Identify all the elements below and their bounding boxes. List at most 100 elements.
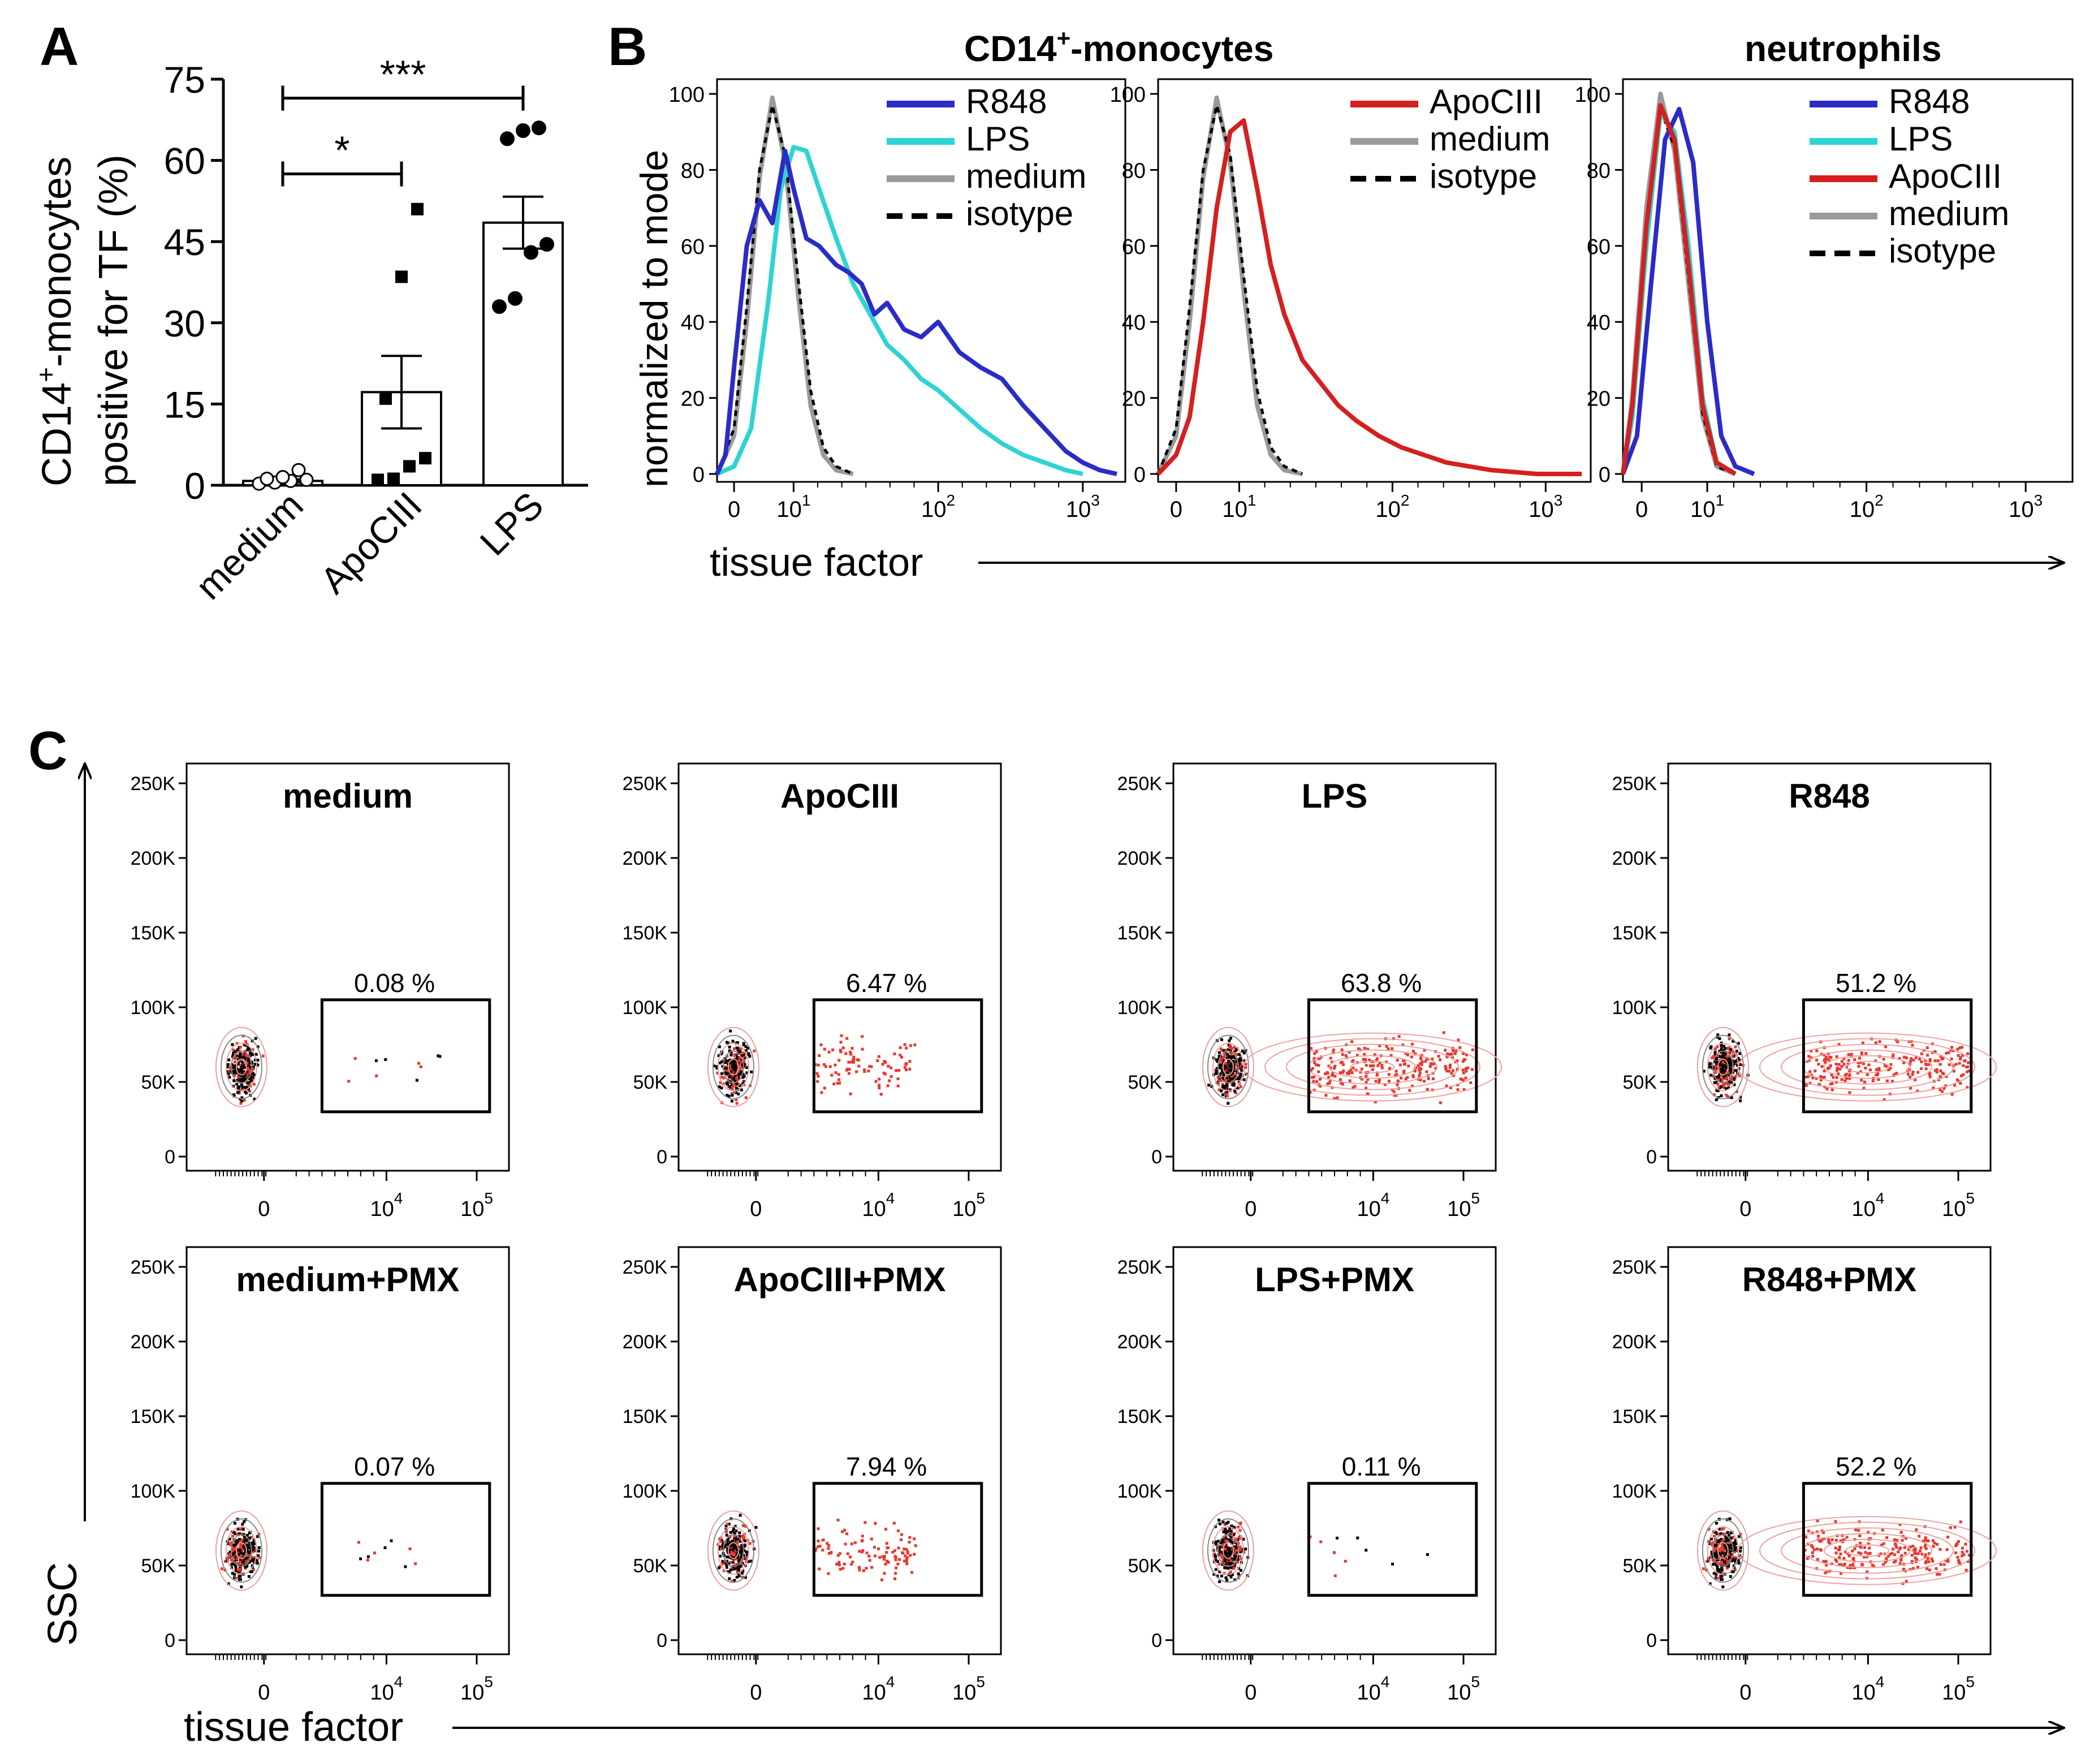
- panel-c-gate-event: [823, 1086, 826, 1090]
- panel-c-event: [1719, 1571, 1722, 1575]
- panel-c-gate-event: [1362, 1058, 1365, 1061]
- panel-b-xtick-label: 103: [1529, 491, 1562, 522]
- panel-c-xtick-exp: 5: [976, 1673, 985, 1690]
- panel-c-gate-event: [1866, 1570, 1869, 1573]
- panel-c-event: [1236, 1558, 1240, 1561]
- panel-c-event: [231, 1066, 234, 1069]
- panel-c-contour: [712, 1034, 754, 1099]
- panel-c-gate-event: [1848, 1091, 1851, 1094]
- panel-c-event: [1732, 1062, 1735, 1066]
- panel-c-event: [245, 1552, 249, 1556]
- panel-c-event: [735, 1063, 739, 1066]
- panel-c-ytick-label: 200K: [131, 1331, 176, 1353]
- panel-c-gate-event: [814, 1547, 817, 1551]
- panel-c-xtick-exp: 4: [1876, 1189, 1885, 1207]
- panel-c-event: [742, 1063, 746, 1066]
- panel-c-gate-event: [1458, 1046, 1462, 1049]
- panel-c-gate-event: [1815, 1058, 1819, 1062]
- panel-b-xtick-exp: 2: [1875, 491, 1884, 509]
- panel-c-gate-event: [1418, 1068, 1421, 1072]
- panel-c-gate-event: [1938, 1548, 1942, 1551]
- panel-b-ytick-label: 0: [693, 463, 705, 487]
- panel-c-xtick-exp: 4: [1876, 1673, 1885, 1690]
- panel-c-xtick-exp: 4: [1381, 1189, 1390, 1207]
- panel-c-gate-event: [1432, 1062, 1436, 1065]
- panel-c-gate-event: [1946, 1536, 1949, 1539]
- panel-c-gate-event: [1816, 1547, 1819, 1551]
- panel-c-event: [1728, 1037, 1731, 1041]
- panel-c-gate-event: [1902, 1061, 1906, 1064]
- panel-c-gate-event: [1444, 1067, 1448, 1071]
- panel-c-event: [235, 1082, 239, 1086]
- panel-c-event: [731, 1539, 734, 1543]
- panel-c-gate-event: [1803, 1549, 1807, 1552]
- panel-c-gate-event: [1830, 1562, 1833, 1565]
- panel-c-event: [1232, 1063, 1236, 1066]
- panel-c-gate-events: [814, 1519, 917, 1581]
- panel-c-gate-event: [901, 1551, 905, 1555]
- panel-c-gate-event: [1459, 1077, 1462, 1081]
- panel-b-xtick-exp: 3: [1091, 491, 1100, 509]
- panel-c-event: [715, 1067, 719, 1070]
- panel-b-xlabel: tissue factor: [710, 540, 923, 584]
- panel-c-gate-contour: [1759, 1521, 1976, 1580]
- panel-c-gate-event: [814, 1549, 817, 1552]
- panel-b-xtick-base: 10: [1690, 497, 1716, 522]
- panel-c-gate-event: [868, 1559, 871, 1562]
- panel-c-gate-event: [1816, 1558, 1819, 1561]
- panel-c-gate-event: [1868, 1551, 1872, 1555]
- panel-c-event: [1242, 1078, 1246, 1081]
- panel-c-event: [1720, 1085, 1722, 1088]
- panel-c-contour: [1702, 1518, 1744, 1583]
- panel-c-event: [1231, 1551, 1234, 1554]
- panel-c-gate-event: [826, 1542, 829, 1545]
- panel-c-event: [734, 1085, 737, 1088]
- panel-c-gate-event: [1965, 1550, 1968, 1553]
- panel-b-legend-label: isotype: [1430, 157, 1537, 195]
- panel-c-gate-event: [1867, 1063, 1871, 1067]
- panel-c-event: [1718, 1037, 1721, 1040]
- panel-c-event: [1227, 1048, 1230, 1051]
- panel-c-xtick-label: 104: [1851, 1673, 1884, 1705]
- panel-c-gate-event: [1342, 1069, 1345, 1073]
- panel-c-event: [1737, 1535, 1741, 1538]
- panel-c-event: [730, 1542, 733, 1546]
- panel-c-event: [1230, 1047, 1233, 1050]
- panel-c-gate-event: [1961, 1546, 1964, 1550]
- panel-c-event: [1232, 1533, 1235, 1537]
- panel-c-event: [729, 1053, 733, 1056]
- panel-c-event: [1724, 1548, 1728, 1551]
- panel-c-event: [729, 1568, 732, 1572]
- panel-c-event: [1723, 1051, 1726, 1055]
- panel-c-event: [737, 1568, 740, 1571]
- panel-c-frame: [1667, 762, 1992, 1172]
- panel-c-event: [1229, 1037, 1232, 1040]
- panel-c-gate-event: [1423, 1080, 1426, 1083]
- panel-c-xtick-exp: 5: [1471, 1189, 1480, 1207]
- panel-c-gate-event: [1810, 1056, 1813, 1059]
- panel-c-event: [257, 1550, 261, 1552]
- panel-c-gate-event: [863, 1070, 866, 1073]
- panel-c-event: [239, 1551, 243, 1555]
- panel-c-event: [233, 1559, 236, 1563]
- panel-c-gate-event: [856, 1058, 859, 1062]
- panel-c-event: [1228, 1527, 1232, 1530]
- panel-c-event: [235, 1532, 239, 1536]
- panel-c-xtick-base: 10: [1357, 1681, 1380, 1705]
- panel-c-event: [232, 1093, 235, 1097]
- panel-c-event: [229, 1543, 232, 1547]
- panel-c-gate-event: [1380, 1063, 1384, 1067]
- panel-c-gate-event: [1938, 1088, 1942, 1092]
- panel-c-xtick-base: 10: [1357, 1197, 1380, 1221]
- panel-c-event: [252, 1568, 255, 1572]
- panel-c-event: [735, 1076, 739, 1079]
- panel-c-gate-event: [1392, 1090, 1396, 1093]
- panel-a-point: [395, 270, 408, 283]
- panel-a-point: [539, 236, 554, 252]
- panel-c-event: [1719, 1552, 1722, 1555]
- panel-c-gate-event: [817, 1545, 819, 1549]
- panel-c-event: [244, 1565, 247, 1569]
- panel-c-gate-event: [1310, 1068, 1312, 1072]
